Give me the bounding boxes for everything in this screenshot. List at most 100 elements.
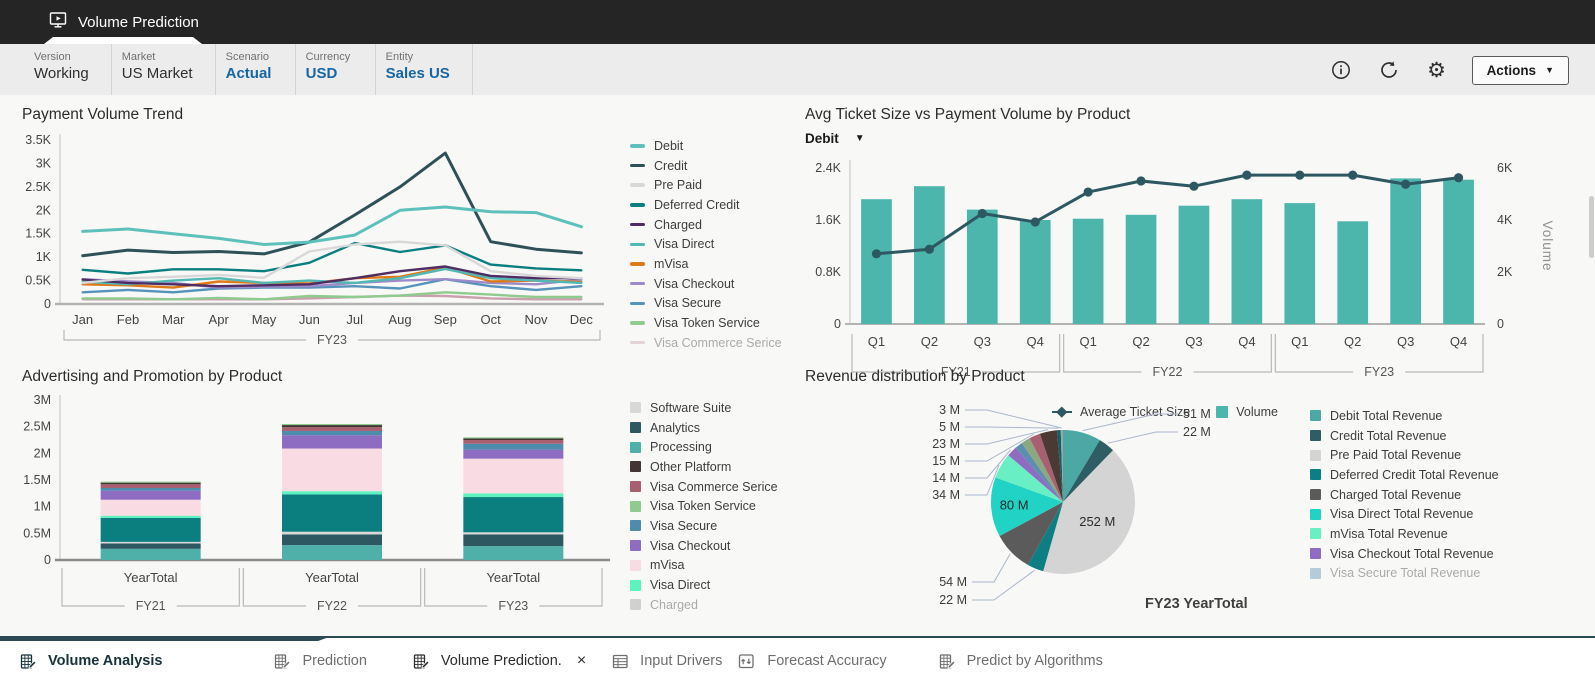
legend-item[interactable]: Visa Secure Total Revenue bbox=[1310, 564, 1499, 584]
legend-label: mVisa Total Revenue bbox=[1330, 526, 1448, 541]
legend-item[interactable]: Visa Checkout Total Revenue bbox=[1310, 544, 1499, 564]
pov-field-version[interactable]: Version Working bbox=[24, 44, 112, 95]
bottom-tab-predict-by-algorithms[interactable]: Predict by Algorithms bbox=[939, 653, 1103, 670]
pov-field-entity[interactable]: Entity Sales US bbox=[376, 44, 473, 95]
legend-label: Visa Token Service bbox=[654, 316, 760, 331]
svg-text:FY22: FY22 bbox=[317, 599, 347, 613]
legend-item[interactable]: Visa Direct bbox=[630, 575, 778, 595]
legend-label: Visa Secure bbox=[654, 296, 722, 311]
legend-item[interactable]: Analytics bbox=[630, 418, 778, 438]
pov-field-value[interactable]: Actual bbox=[225, 65, 272, 82]
actions-button[interactable]: Actions ▼ bbox=[1471, 55, 1569, 85]
legend-item[interactable]: Software Suite bbox=[630, 398, 778, 418]
legend-label: Visa Checkout bbox=[650, 538, 731, 553]
legend-item[interactable]: Visa Commerce Serice bbox=[630, 477, 778, 497]
active-bottom-tab-indicator bbox=[0, 636, 332, 641]
bottom-tab-volume-prediction[interactable]: Volume Prediction. × bbox=[413, 653, 586, 670]
legend-item-average-ticket-size[interactable]: Average Ticket Size bbox=[1052, 405, 1190, 419]
svg-text:Q4: Q4 bbox=[1027, 334, 1044, 349]
pie-chart[interactable]: 51 M 22 M 252 M 22 M 54 M 80 M 34 M 14 M 15 M 23 … bbox=[795, 392, 1305, 614]
close-icon[interactable]: × bbox=[576, 652, 587, 669]
pov-field-value[interactable]: Sales US bbox=[385, 65, 450, 82]
svg-text:Q1: Q1 bbox=[868, 334, 885, 349]
legend-item[interactable]: Visa Token Service bbox=[630, 496, 778, 516]
bottom-tab-label: Predict by Algorithms bbox=[966, 653, 1103, 669]
legend-item[interactable]: Charged Total Revenue bbox=[1310, 485, 1499, 505]
app-tab-volume-prediction[interactable]: Volume Prediction bbox=[40, 0, 217, 44]
svg-text:3 M: 3 M bbox=[939, 403, 960, 417]
svg-text:2K: 2K bbox=[36, 203, 52, 217]
legend-item[interactable]: Credit Total Revenue bbox=[1310, 426, 1499, 446]
legend-label: Visa Checkout Total Revenue bbox=[1330, 546, 1494, 561]
legend-item[interactable]: Visa Secure bbox=[630, 516, 778, 536]
form-icon bbox=[939, 653, 956, 670]
refresh-icon[interactable] bbox=[1376, 57, 1402, 83]
legend-item[interactable]: Visa Direct Total Revenue bbox=[1310, 504, 1499, 524]
legend-item[interactable]: Pre Paid Total Revenue bbox=[1310, 445, 1499, 465]
product-selector[interactable]: Debit ▼ bbox=[795, 128, 1585, 148]
pov-bar: Version Working Market US Market Scenari… bbox=[0, 44, 1595, 96]
svg-text:FY21: FY21 bbox=[136, 599, 166, 613]
info-icon[interactable] bbox=[1328, 57, 1354, 83]
svg-text:Q3: Q3 bbox=[1185, 334, 1202, 349]
bottom-tab-forecast-accuracy[interactable]: Forecast Accuracy bbox=[738, 653, 887, 670]
svg-text:Dec: Dec bbox=[570, 312, 594, 327]
pie-chart-legend: Debit Total Revenue Credit Total Revenue P… bbox=[1310, 406, 1499, 583]
legend-item[interactable]: Processing bbox=[630, 437, 778, 457]
legend-swatch bbox=[1310, 410, 1321, 422]
combo-chart[interactable]: 0 0.8K 1.6K 2.4K 0 2K 4K 6K Volume Q1 Q2 Q3 Q4 Q1 Q2 Q3… bbox=[795, 148, 1563, 400]
product-selector-value[interactable]: Debit bbox=[805, 130, 839, 146]
dashboard-content: Payment Volume Trend 0 0.5K 1K 1.5K 2K 2.5K 3K… bbox=[0, 96, 1595, 636]
bottom-tab-input-drivers[interactable]: Input Drivers bbox=[612, 653, 722, 670]
legend-label: Visa Secure bbox=[650, 518, 718, 533]
svg-text:2K: 2K bbox=[1497, 265, 1513, 279]
bottom-tab-volume-analysis[interactable]: Volume Analysis bbox=[20, 653, 162, 670]
legend-label: Other Platform bbox=[650, 459, 732, 474]
legend-swatch bbox=[630, 481, 641, 493]
legend-item[interactable]: Visa Secure bbox=[630, 294, 782, 314]
legend-item[interactable]: Visa Token Service bbox=[630, 313, 782, 333]
legend-label: Pre Paid Total Revenue bbox=[1330, 448, 1462, 463]
legend-item[interactable]: Charged bbox=[630, 595, 778, 615]
svg-text:Q4: Q4 bbox=[1238, 334, 1255, 349]
svg-text:0: 0 bbox=[834, 317, 841, 331]
legend-item[interactable]: mVisa Total Revenue bbox=[1310, 524, 1499, 544]
bottom-tab-prediction[interactable]: Prediction bbox=[274, 653, 367, 670]
legend-label: Processing bbox=[650, 440, 712, 455]
svg-text:Q4: Q4 bbox=[1450, 334, 1467, 349]
svg-text:Feb: Feb bbox=[117, 312, 139, 327]
legend-item[interactable]: Visa Commerce Serice bbox=[630, 333, 782, 353]
stacked-bar-chart[interactable]: 0 0.5M 1M 1.5M 2M 2.5M 3M YearTotal YearTotal Yea… bbox=[12, 390, 618, 630]
legend-item[interactable]: mVisa bbox=[630, 254, 782, 274]
legend-swatch bbox=[1310, 449, 1321, 461]
line-chart[interactable]: 0 0.5K 1K 1.5K 2K 2.5K 3K 3.5K Jan Feb Mar Apr May Ju… bbox=[12, 128, 618, 362]
pov-field-currency[interactable]: Currency USD bbox=[296, 44, 376, 95]
legend-item[interactable]: Pre Paid bbox=[630, 175, 782, 195]
legend-item[interactable]: Deferred Credit Total Revenue bbox=[1310, 465, 1499, 485]
dashboard-icon bbox=[48, 10, 68, 35]
svg-text:Apr: Apr bbox=[209, 312, 230, 327]
legend-item[interactable]: Debit Total Revenue bbox=[1310, 406, 1499, 426]
legend-item[interactable]: Deferred Credit bbox=[630, 195, 782, 215]
svg-text:0: 0 bbox=[1497, 317, 1504, 331]
legend-item[interactable]: Visa Checkout bbox=[630, 536, 778, 556]
svg-text:22 M: 22 M bbox=[1183, 425, 1211, 439]
legend-item[interactable]: Other Platform bbox=[630, 457, 778, 477]
pov-field-scenario[interactable]: Scenario Actual bbox=[216, 44, 296, 95]
pov-field-value[interactable]: US Market bbox=[121, 65, 193, 82]
legend-item-volume[interactable]: Volume bbox=[1216, 405, 1278, 419]
gear-icon[interactable]: ⚙ bbox=[1427, 58, 1446, 82]
pov-field-value[interactable]: Working bbox=[34, 65, 89, 82]
legend-item[interactable]: Charged bbox=[630, 215, 782, 235]
vertical-scrollbar[interactable] bbox=[1589, 196, 1594, 258]
legend-item[interactable]: Visa Direct bbox=[630, 234, 782, 254]
pov-field-market[interactable]: Market US Market bbox=[112, 44, 216, 95]
pov-field-value[interactable]: USD bbox=[305, 65, 338, 82]
legend-item[interactable]: Visa Checkout bbox=[630, 274, 782, 294]
legend-swatch bbox=[630, 321, 645, 325]
svg-text:1M: 1M bbox=[34, 500, 51, 514]
legend-item[interactable]: Credit bbox=[630, 156, 782, 176]
legend-item[interactable]: Debit bbox=[630, 136, 782, 156]
legend-label: Visa Token Service bbox=[650, 499, 756, 514]
legend-item[interactable]: mVisa bbox=[630, 556, 778, 576]
